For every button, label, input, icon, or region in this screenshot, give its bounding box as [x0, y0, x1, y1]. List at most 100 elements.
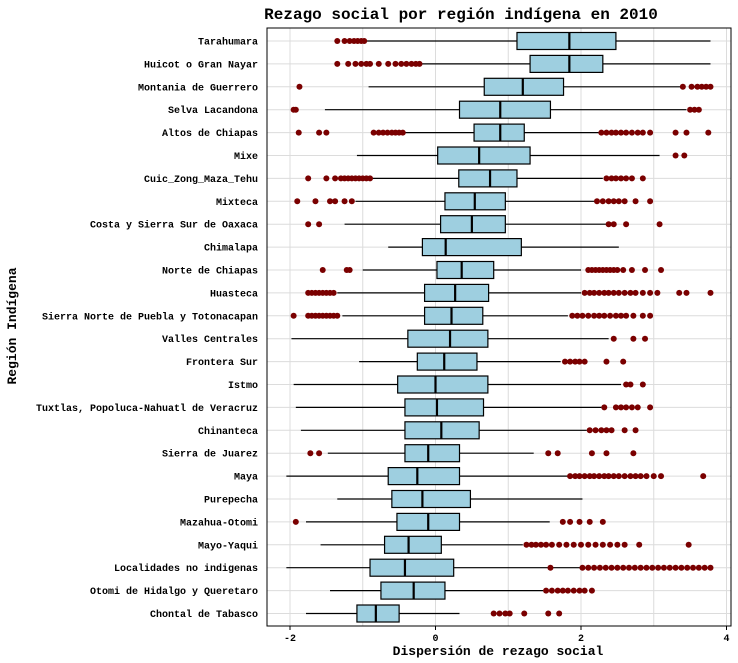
outlier-point: [599, 198, 606, 205]
outlier-points: [290, 38, 714, 617]
outlier-point: [537, 541, 544, 548]
outlier-point: [605, 473, 612, 480]
outlier-point: [707, 83, 714, 90]
x-axis-ticks: -2 0 2 4: [284, 626, 730, 645]
outlier-point: [502, 610, 509, 617]
outlier-point: [608, 175, 615, 182]
category-label: Sierra Norte de Puebla y Totonacapan: [42, 311, 258, 323]
outlier-point: [567, 518, 574, 525]
outlier-point: [672, 129, 679, 136]
outlier-point: [352, 60, 359, 67]
outlier-point: [618, 404, 625, 411]
outlier-point: [703, 83, 710, 90]
outlier-point: [681, 152, 688, 159]
outlier-point: [647, 129, 654, 136]
category-label: Localidades no indigenas: [114, 563, 258, 575]
category-label: Altos de Chiapas: [162, 128, 258, 140]
outlier-point: [312, 198, 319, 205]
outlier-point: [605, 198, 612, 205]
outlier-point: [628, 175, 635, 182]
outlier-point: [628, 404, 635, 411]
plot-frame: [266, 27, 732, 627]
outlier-point: [548, 587, 555, 594]
outlier-point: [621, 541, 628, 548]
outlier-point: [334, 38, 341, 44]
outlier-point: [614, 267, 621, 273]
outlier-point: [643, 473, 650, 480]
outlier-point: [632, 427, 639, 434]
outlier-point: [603, 175, 610, 182]
outlier-point: [612, 312, 619, 319]
category-label: Chinanteca: [198, 426, 258, 438]
outlier-point: [384, 129, 391, 136]
outlier-point: [569, 312, 576, 319]
outlier-point: [559, 587, 566, 594]
outlier-point: [296, 83, 303, 90]
outlier-point: [295, 129, 302, 136]
outlier-point: [588, 587, 595, 594]
outlier-point: [576, 518, 583, 525]
outlier-point: [570, 541, 577, 548]
x-tick-label: 2: [578, 634, 584, 645]
outlier-point: [637, 473, 644, 480]
box: [421, 238, 522, 257]
outlier-point: [598, 129, 605, 136]
outlier-point: [672, 564, 679, 571]
outlier-point: [416, 60, 423, 67]
outlier-point: [639, 129, 646, 136]
outlier-point: [628, 129, 635, 136]
outlier-point: [610, 289, 617, 296]
outlier-point: [700, 473, 707, 480]
outlier-point: [307, 450, 314, 457]
outlier-point: [576, 587, 583, 594]
outlier-point: [679, 83, 686, 90]
outlier-point: [361, 38, 368, 44]
outlier-point: [585, 312, 592, 319]
box: [423, 306, 484, 325]
outlier-point: [588, 450, 595, 457]
box: [356, 604, 400, 623]
outlier-point: [385, 60, 392, 67]
outlier-point: [623, 129, 630, 136]
box: [391, 489, 472, 509]
outlier-point: [602, 564, 609, 571]
box: [458, 100, 552, 119]
outlier-point: [608, 129, 615, 136]
outlier-point: [403, 60, 410, 67]
outlier-point: [685, 541, 692, 548]
outlier-point: [605, 221, 612, 228]
outlier-point: [632, 198, 639, 205]
category-label: Selva Lacandona: [168, 105, 258, 117]
outlier-point: [614, 541, 621, 548]
outlier-point: [591, 312, 598, 319]
outlier-point: [346, 38, 353, 44]
outlier-point: [605, 289, 612, 296]
outlier-point: [294, 198, 301, 205]
category-label: Mixe: [234, 151, 258, 163]
category-label: Montania de Guerrero: [138, 82, 258, 94]
outlier-point: [620, 358, 627, 365]
outlier-point: [639, 312, 646, 319]
outlier-point: [628, 267, 635, 273]
outlier-point: [506, 610, 513, 617]
outlier-point: [627, 289, 634, 296]
outlier-point: [334, 312, 341, 319]
outlier-point: [678, 564, 685, 571]
outlier-point: [601, 312, 608, 319]
outlier-point: [564, 587, 571, 594]
outlier-point: [323, 175, 330, 182]
outlier-point: [341, 38, 348, 44]
outlier-point: [676, 289, 683, 296]
outlier-point: [643, 564, 650, 571]
outlier-point: [567, 358, 574, 365]
outlier-point: [608, 564, 615, 571]
outlier-point: [545, 610, 552, 617]
box: [404, 398, 485, 417]
outlier-point: [408, 60, 415, 67]
box: [516, 31, 617, 51]
outlier-point: [323, 129, 330, 136]
outlier-point: [292, 518, 299, 525]
outlier-point: [594, 198, 601, 205]
outlier-point: [621, 427, 628, 434]
outlier-point: [574, 312, 581, 319]
